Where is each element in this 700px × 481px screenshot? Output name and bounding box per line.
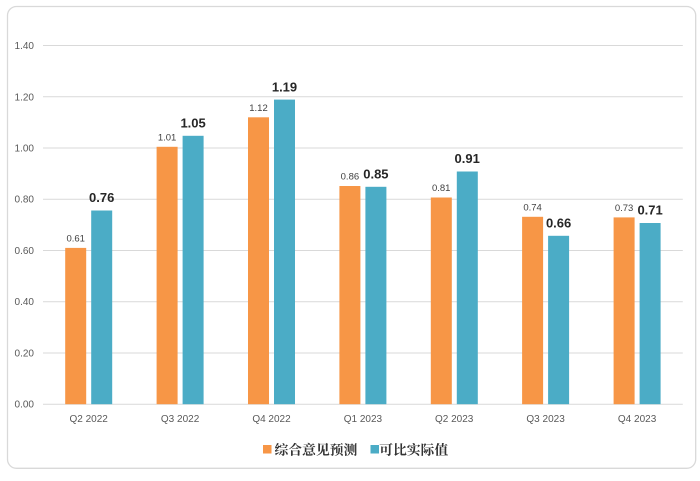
svg-text:0.20: 0.20 (15, 349, 35, 360)
svg-text:1.40: 1.40 (15, 41, 35, 52)
svg-text:0.71: 0.71 (637, 203, 662, 218)
svg-text:0.86: 0.86 (341, 172, 360, 183)
svg-text:0.74: 0.74 (523, 202, 542, 213)
svg-text:0.85: 0.85 (363, 167, 388, 182)
svg-text:0.81: 0.81 (432, 183, 451, 194)
svg-text:1.12: 1.12 (249, 103, 268, 114)
svg-text:0.40: 0.40 (15, 297, 35, 308)
svg-text:1.20: 1.20 (15, 92, 35, 103)
svg-text:Q1 2023: Q1 2023 (344, 414, 383, 425)
svg-text:1.19: 1.19 (272, 79, 297, 94)
svg-text:Q2 2023: Q2 2023 (435, 414, 474, 425)
svg-text:Q4 2022: Q4 2022 (252, 414, 291, 425)
svg-text:0.76: 0.76 (89, 190, 114, 205)
svg-text:Q3 2022: Q3 2022 (161, 414, 200, 425)
svg-text:0.73: 0.73 (615, 203, 634, 214)
svg-text:1.01: 1.01 (158, 132, 177, 143)
svg-text:Q3 2023: Q3 2023 (526, 414, 565, 425)
svg-text:0.91: 0.91 (455, 151, 480, 166)
svg-text:1.00: 1.00 (15, 144, 35, 155)
svg-text:0.66: 0.66 (546, 216, 571, 231)
svg-text:0.00: 0.00 (15, 400, 35, 411)
svg-text:0.80: 0.80 (15, 195, 35, 206)
svg-text:1.05: 1.05 (180, 116, 205, 131)
svg-text:Q4 2023: Q4 2023 (618, 414, 657, 425)
svg-text:0.60: 0.60 (15, 246, 35, 257)
svg-text:Q2 2022: Q2 2022 (70, 414, 109, 425)
svg-text:0.61: 0.61 (66, 233, 85, 244)
